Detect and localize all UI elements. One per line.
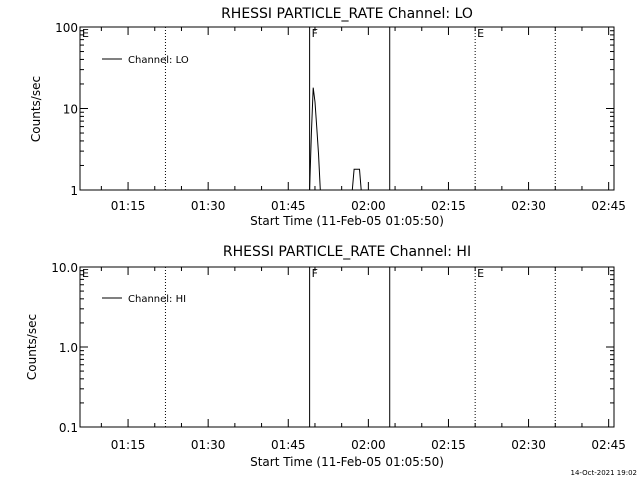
y-axis-label: Counts/sec <box>29 76 43 142</box>
event-marker-label: E <box>477 27 484 40</box>
x-tick-label: 02:45 <box>591 438 626 452</box>
x-tick-label: 01:15 <box>111 438 146 452</box>
footer-timestamp: 14-Oct-2021 19:02 <box>571 469 637 477</box>
x-tick-label: 01:45 <box>271 199 306 213</box>
series-line <box>309 87 362 191</box>
x-tick-label: 02:00 <box>351 199 386 213</box>
y-tick-label: 1 <box>70 184 78 198</box>
x-tick-label: 02:30 <box>511 199 546 213</box>
x-axis-label: Start Time (11-Feb-05 01:05:50) <box>250 455 444 469</box>
x-tick-label: 02:15 <box>431 438 466 452</box>
corner-marker-label: E <box>82 267 89 280</box>
corner-marker-label: E <box>82 27 89 40</box>
x-tick-label: 01:30 <box>191 199 226 213</box>
x-tick-label: 02:45 <box>591 199 626 213</box>
x-tick-label: 01:45 <box>271 438 306 452</box>
y-tick-label: 10 <box>63 103 78 117</box>
x-tick-label: 02:15 <box>431 199 466 213</box>
y-tick-label: 1.0 <box>59 341 78 355</box>
event-marker-label: F <box>312 267 318 280</box>
y-axis-label: Counts/sec <box>25 314 39 380</box>
legend-label: Channel: LO <box>128 55 189 66</box>
legend-label: Channel: HI <box>128 294 186 305</box>
x-tick-label: 02:00 <box>351 438 386 452</box>
event-marker-label: F <box>312 27 318 40</box>
x-tick-label: 02:30 <box>511 438 546 452</box>
chart-panel-2: RHESSI PARTICLE_RATE Channel: HI 0.1 1.0 10… <box>25 244 626 469</box>
event-marker-label: E <box>477 267 484 280</box>
plots-group: RHESSI PARTICLE_RATE Channel: LO 1 10 100 01… <box>25 6 626 469</box>
chart-panel-1: RHESSI PARTICLE_RATE Channel: LO 1 10 100 01… <box>29 6 626 228</box>
y-tick-label: 0.1 <box>59 421 78 435</box>
x-axis-label: Start Time (11-Feb-05 01:05:50) <box>250 214 444 228</box>
chart-title: RHESSI PARTICLE_RATE Channel: LO <box>221 6 473 22</box>
y-tick-label: 10.0 <box>51 261 78 275</box>
chart-title: RHESSI PARTICLE_RATE Channel: HI <box>223 244 471 260</box>
y-tick-label: 100 <box>55 21 78 35</box>
x-tick-label: 01:15 <box>111 199 146 213</box>
x-tick-label: 01:30 <box>191 438 226 452</box>
